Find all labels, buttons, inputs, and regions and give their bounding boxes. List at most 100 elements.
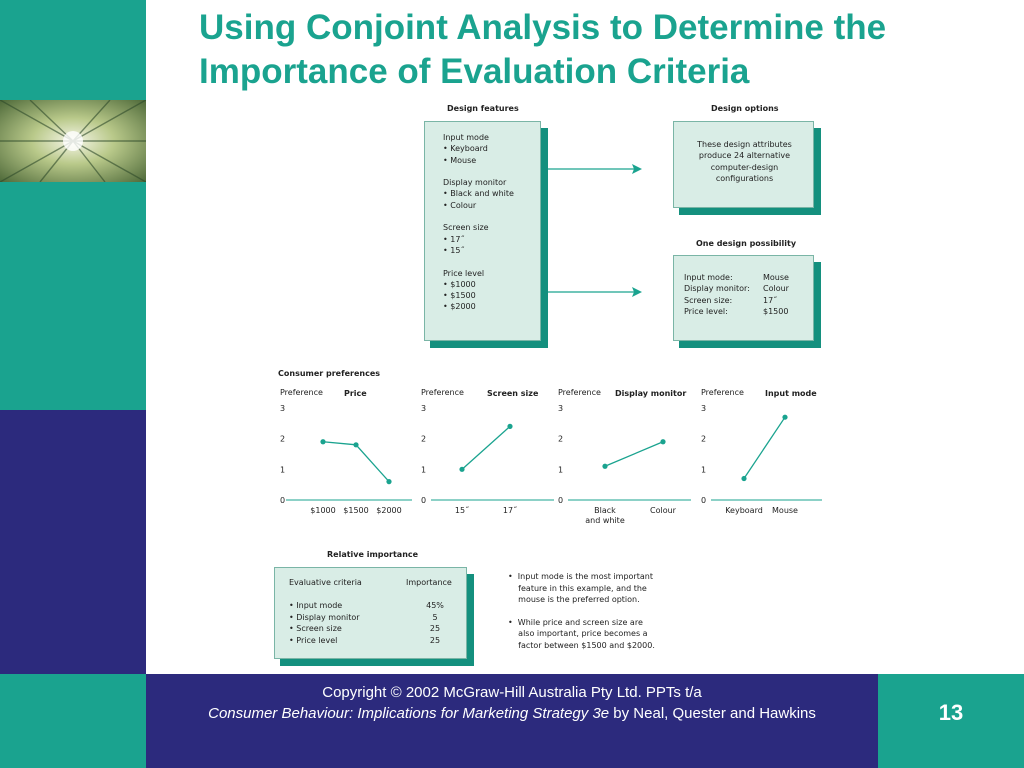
chart-ylabel: Preference bbox=[701, 388, 744, 397]
chart-series-line bbox=[743, 416, 786, 479]
one-design-row: Display monitor: Colour bbox=[684, 284, 809, 295]
chart-category-label-line: and white bbox=[585, 516, 625, 525]
one-design-row: Price level: $1500 bbox=[684, 307, 809, 318]
design-options-line: produce 24 alternative bbox=[698, 151, 791, 161]
one-design-key: Input mode: bbox=[684, 273, 733, 282]
left-teal-band bbox=[0, 0, 146, 410]
design-feature-line: • 17˝ bbox=[443, 234, 465, 244]
relative-importance-heading: Relative importance bbox=[327, 550, 419, 559]
chart-category-label-line: Black bbox=[594, 506, 616, 515]
design-options-text: These design attributes produce 24 altern… bbox=[674, 139, 815, 184]
importance-criterion: • Price level bbox=[289, 635, 338, 645]
chart-ytick-label: 2 bbox=[701, 435, 706, 444]
design-feature-line bbox=[443, 211, 514, 222]
note-line: • Input mode is the most important bbox=[508, 572, 653, 581]
criteria-header: Evaluative criteria bbox=[289, 578, 362, 587]
design-feature-line: Input mode bbox=[443, 133, 489, 142]
importance-row: • Price level 25 bbox=[289, 636, 454, 648]
design-feature-line: Display monitor bbox=[443, 178, 507, 188]
chart-category-label-line: $1500 bbox=[343, 506, 368, 515]
chart-ytick-label: 2 bbox=[558, 435, 563, 444]
design-features-list: Input mode • Keyboard • Mouse Display moni… bbox=[443, 132, 514, 313]
chart-point bbox=[353, 442, 359, 448]
one-design-heading: One design possibility bbox=[696, 239, 797, 248]
arrow-bottom-head bbox=[632, 287, 642, 297]
chart-point bbox=[602, 463, 608, 469]
chart-category-label: $2000 bbox=[376, 506, 401, 515]
chart-category-label: Mouse bbox=[772, 506, 798, 515]
importance-criterion: • Screen size bbox=[289, 624, 342, 633]
chart-category-label: Keyboard bbox=[725, 506, 763, 515]
chart-ytick-label: 3 bbox=[701, 404, 706, 413]
chart-category-label: Colour bbox=[650, 506, 677, 515]
slide-title: Using Conjoint Analysis to Determine the… bbox=[199, 8, 887, 91]
importance-row: • Screen size 25 bbox=[289, 624, 454, 636]
note-paragraph: • While price and screen size are also i… bbox=[508, 617, 655, 652]
design-feature-line: • $1500 bbox=[443, 291, 476, 301]
one-design-box: Input mode: Mouse Display monitor: Colour Sc… bbox=[673, 255, 814, 341]
importance-row: • Input mode 45% bbox=[289, 601, 454, 613]
chart-title: Screen size bbox=[487, 389, 539, 398]
one-design-value: Colour bbox=[763, 284, 789, 294]
preference-charts: Preference Price 0 1 2 3 $1000 $1500 $2000 Prefer… bbox=[280, 388, 822, 525]
left-navy-band bbox=[0, 410, 146, 674]
footer-citation: Consumer Behaviour: Implications for Mar… bbox=[146, 703, 878, 724]
design-feature-line: Price level bbox=[443, 268, 485, 278]
chart-category-label-line: Mouse bbox=[772, 506, 798, 515]
design-options-line: computer-design bbox=[710, 162, 779, 172]
importance-value: 5 bbox=[432, 612, 438, 622]
chart-category-label-line: 17˝ bbox=[503, 505, 517, 515]
footer-bar bbox=[146, 674, 878, 768]
chart-point bbox=[507, 423, 513, 429]
chart-category-label-line: Colour bbox=[650, 506, 677, 515]
importance-row: • Display monitor 5 bbox=[289, 613, 454, 625]
design-feature-line: • Keyboard bbox=[443, 144, 488, 154]
design-options-line: configurations bbox=[715, 173, 774, 183]
design-options-line: These design attributes bbox=[697, 140, 792, 149]
footer-teal-left bbox=[0, 674, 146, 768]
design-feature-line: • Colour bbox=[443, 200, 477, 210]
footer-book-title: Consumer Behaviour: Implications for Mar… bbox=[208, 705, 610, 722]
importance-value: 45% bbox=[426, 601, 444, 610]
chart-ytick-label: 0 bbox=[558, 496, 563, 505]
importance-rows: • Input mode 45% • Display monitor 5 • Scree… bbox=[289, 601, 454, 647]
note-line: factor between $1500 and $2000. bbox=[508, 640, 655, 650]
design-feature-line: • $2000 bbox=[443, 302, 476, 312]
chart-ytick-label: 1 bbox=[701, 465, 706, 474]
chart-category-label: 17˝ bbox=[503, 505, 517, 515]
note-line: feature in this example, and the bbox=[508, 583, 647, 593]
arrows bbox=[548, 164, 642, 297]
one-design-rows: Input mode: Mouse Display monitor: Colour Sc… bbox=[684, 273, 809, 318]
note-line: mouse is the preferred option. bbox=[508, 595, 640, 604]
design-feature-line: • Mouse bbox=[443, 155, 477, 165]
one-design-value: $1500 bbox=[763, 306, 789, 316]
design-feature-line: • $1000 bbox=[443, 279, 476, 289]
footer-copyright: Copyright © 2002 McGraw-Hill Australia P… bbox=[322, 684, 702, 701]
design-feature-line: • 15˝ bbox=[443, 245, 465, 255]
importance-value: 25 bbox=[429, 624, 441, 633]
chart-ylabel: Preference bbox=[280, 388, 323, 397]
chart-series-line bbox=[322, 441, 390, 483]
chart-point bbox=[320, 439, 326, 445]
note-line: • While price and screen size are bbox=[508, 617, 643, 627]
chart-ytick-label: 3 bbox=[280, 404, 285, 413]
chart-series-line bbox=[461, 425, 511, 470]
chart-ylabel: Preference bbox=[421, 388, 464, 397]
importance-criterion: • Display monitor bbox=[289, 612, 360, 622]
chart-category-label: 15˝ bbox=[455, 505, 469, 515]
decorative-photo bbox=[0, 100, 146, 182]
page-number: 13 bbox=[938, 700, 964, 725]
footer-text: Copyright © 2002 McGraw-Hill Australia P… bbox=[146, 682, 878, 724]
design-features-heading: Design features bbox=[447, 104, 519, 113]
importance-table: Evaluative criteria Importance • Input m… bbox=[274, 567, 467, 659]
importance-header: Importance bbox=[406, 578, 452, 587]
design-feature-line bbox=[443, 256, 514, 267]
one-design-key: Price level: bbox=[684, 306, 728, 316]
one-design-key: Display monitor: bbox=[684, 284, 750, 294]
chart-series-line bbox=[604, 441, 664, 467]
chart-category-label-line: 15˝ bbox=[455, 505, 469, 515]
chart-title: Input mode bbox=[765, 389, 817, 398]
chart-point bbox=[741, 475, 747, 482]
chart-point bbox=[782, 414, 788, 420]
one-design-row: Screen size: 17˝ bbox=[684, 296, 809, 307]
